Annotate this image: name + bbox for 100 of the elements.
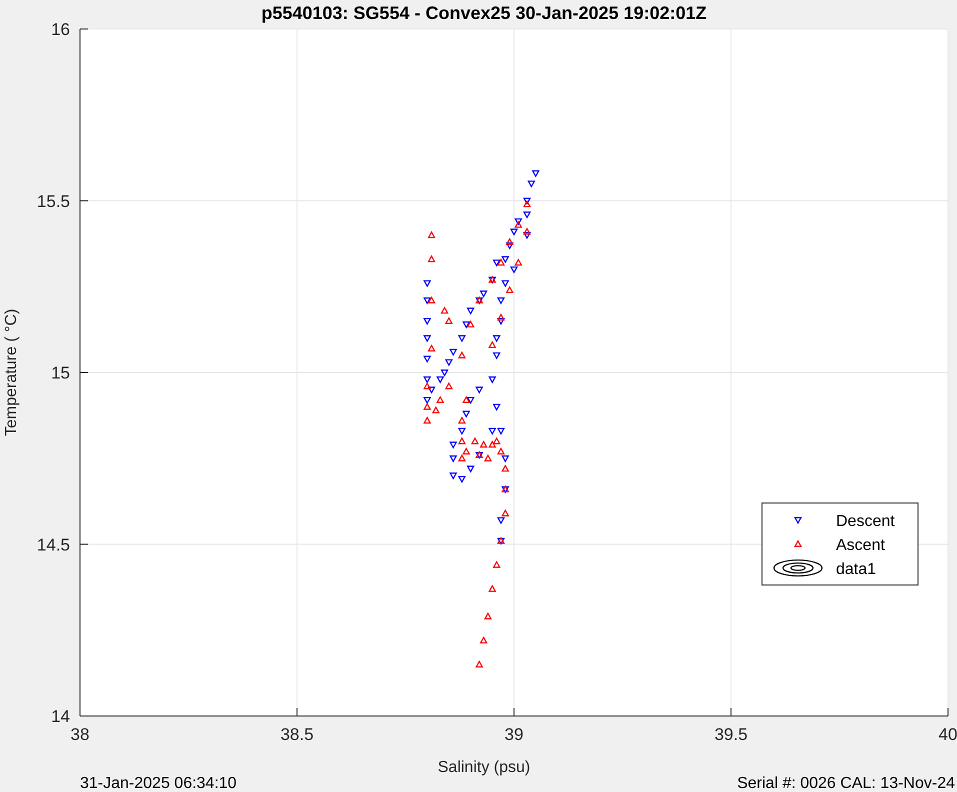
point — [528, 180, 535, 188]
point — [450, 472, 457, 480]
point — [462, 448, 470, 455]
point — [497, 297, 505, 304]
point — [510, 266, 518, 274]
point — [514, 218, 522, 225]
point — [424, 280, 431, 287]
legend-label: Ascent — [836, 537, 886, 554]
point — [424, 416, 431, 424]
point — [424, 403, 431, 410]
text: Serial #: 0026 CAL: 13-Nov-24 — [737, 775, 956, 792]
y-tick-label: 14.5 — [36, 535, 70, 554]
point — [458, 335, 466, 342]
point — [523, 211, 531, 218]
point — [523, 200, 531, 208]
point — [428, 296, 436, 304]
point — [493, 335, 500, 342]
point — [458, 476, 466, 483]
point — [458, 352, 466, 358]
point — [458, 428, 466, 434]
legend-label: data1 — [836, 561, 876, 578]
y-tick-label: 14 — [51, 707, 70, 726]
x-tick-label: 40 — [938, 725, 957, 744]
point — [428, 232, 436, 238]
point — [493, 260, 500, 266]
point — [450, 455, 457, 462]
point — [424, 396, 431, 404]
point — [488, 376, 496, 383]
point — [497, 258, 505, 266]
point — [424, 382, 431, 390]
point — [458, 438, 466, 444]
x-tick-label: 39 — [504, 725, 524, 744]
point — [497, 517, 505, 524]
point — [502, 455, 509, 462]
point — [506, 242, 514, 250]
point — [424, 318, 431, 325]
x-tick-label: 38.5 — [280, 725, 314, 744]
point — [480, 636, 488, 644]
point — [436, 376, 444, 383]
point — [493, 352, 500, 359]
point — [488, 428, 496, 434]
point — [497, 314, 505, 321]
point — [424, 376, 431, 383]
point — [467, 320, 474, 328]
point — [523, 228, 531, 235]
point — [462, 321, 470, 328]
point — [497, 448, 505, 455]
x-tick-label: 39.5 — [714, 725, 748, 744]
y-tick-label: 15.5 — [36, 192, 70, 211]
point — [484, 612, 492, 620]
point — [488, 441, 496, 448]
point — [458, 416, 466, 424]
point — [493, 438, 500, 444]
point — [514, 221, 522, 228]
y-axis-title: Temperature ( °C) — [3, 308, 20, 436]
point — [428, 386, 436, 394]
text: 31-Jan-2025 06:34:10 — [80, 775, 237, 792]
point — [476, 386, 483, 394]
point — [488, 341, 496, 348]
point — [480, 441, 488, 448]
point — [428, 344, 436, 352]
point — [493, 404, 500, 410]
point — [506, 286, 514, 294]
point — [480, 290, 488, 298]
point — [450, 442, 457, 448]
point — [450, 348, 457, 356]
point — [476, 660, 483, 668]
point — [462, 396, 470, 403]
point — [458, 454, 466, 462]
point — [523, 198, 531, 204]
point — [488, 585, 496, 592]
point — [467, 466, 474, 472]
point — [471, 438, 479, 444]
point — [502, 510, 509, 516]
x-tick-label: 38 — [70, 725, 90, 744]
point — [428, 256, 436, 262]
x-axis-title: Salinity (psu) — [438, 759, 530, 776]
point — [462, 410, 470, 418]
point — [497, 318, 505, 325]
point — [467, 396, 474, 404]
y-tick-label: 15 — [51, 364, 70, 382]
point — [424, 297, 431, 304]
point — [467, 308, 474, 314]
point — [445, 359, 452, 366]
chart-title: p5540103: SG554 - Convex25 30-Jan-2025 19:02:01Z — [261, 3, 707, 23]
point — [502, 280, 509, 287]
point — [510, 228, 518, 236]
point — [445, 317, 452, 324]
legend-label: Descent — [836, 513, 896, 530]
point — [532, 170, 540, 177]
point — [493, 561, 500, 568]
point — [502, 465, 509, 472]
point — [523, 232, 531, 239]
point — [440, 307, 448, 314]
point — [484, 454, 492, 462]
point — [506, 238, 514, 245]
point — [445, 382, 452, 390]
point — [424, 335, 431, 342]
y-tick-label: 16 — [51, 20, 70, 39]
point — [424, 356, 431, 362]
